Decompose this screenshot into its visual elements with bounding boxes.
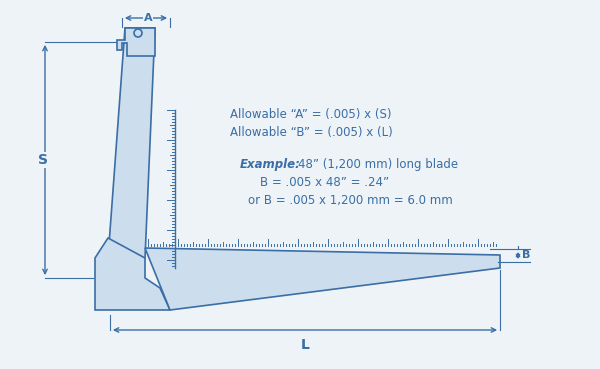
Text: Example:: Example: — [240, 158, 301, 171]
Text: L: L — [301, 338, 310, 352]
Circle shape — [134, 29, 142, 37]
Text: S: S — [38, 153, 48, 167]
Text: Allowable “B” = (.005) x (L): Allowable “B” = (.005) x (L) — [230, 126, 393, 139]
Text: A: A — [143, 13, 152, 23]
Polygon shape — [145, 248, 500, 310]
Text: B: B — [522, 251, 530, 261]
Text: or B = .005 x 1,200 mm = 6.0 mm: or B = .005 x 1,200 mm = 6.0 mm — [248, 194, 453, 207]
Polygon shape — [95, 238, 170, 310]
Polygon shape — [108, 28, 155, 258]
Text: 48” (1,200 mm) long blade: 48” (1,200 mm) long blade — [298, 158, 458, 171]
Polygon shape — [117, 28, 155, 56]
Text: B = .005 x 48” = .24”: B = .005 x 48” = .24” — [260, 176, 389, 189]
Text: Allowable “A” = (.005) x (S): Allowable “A” = (.005) x (S) — [230, 108, 392, 121]
